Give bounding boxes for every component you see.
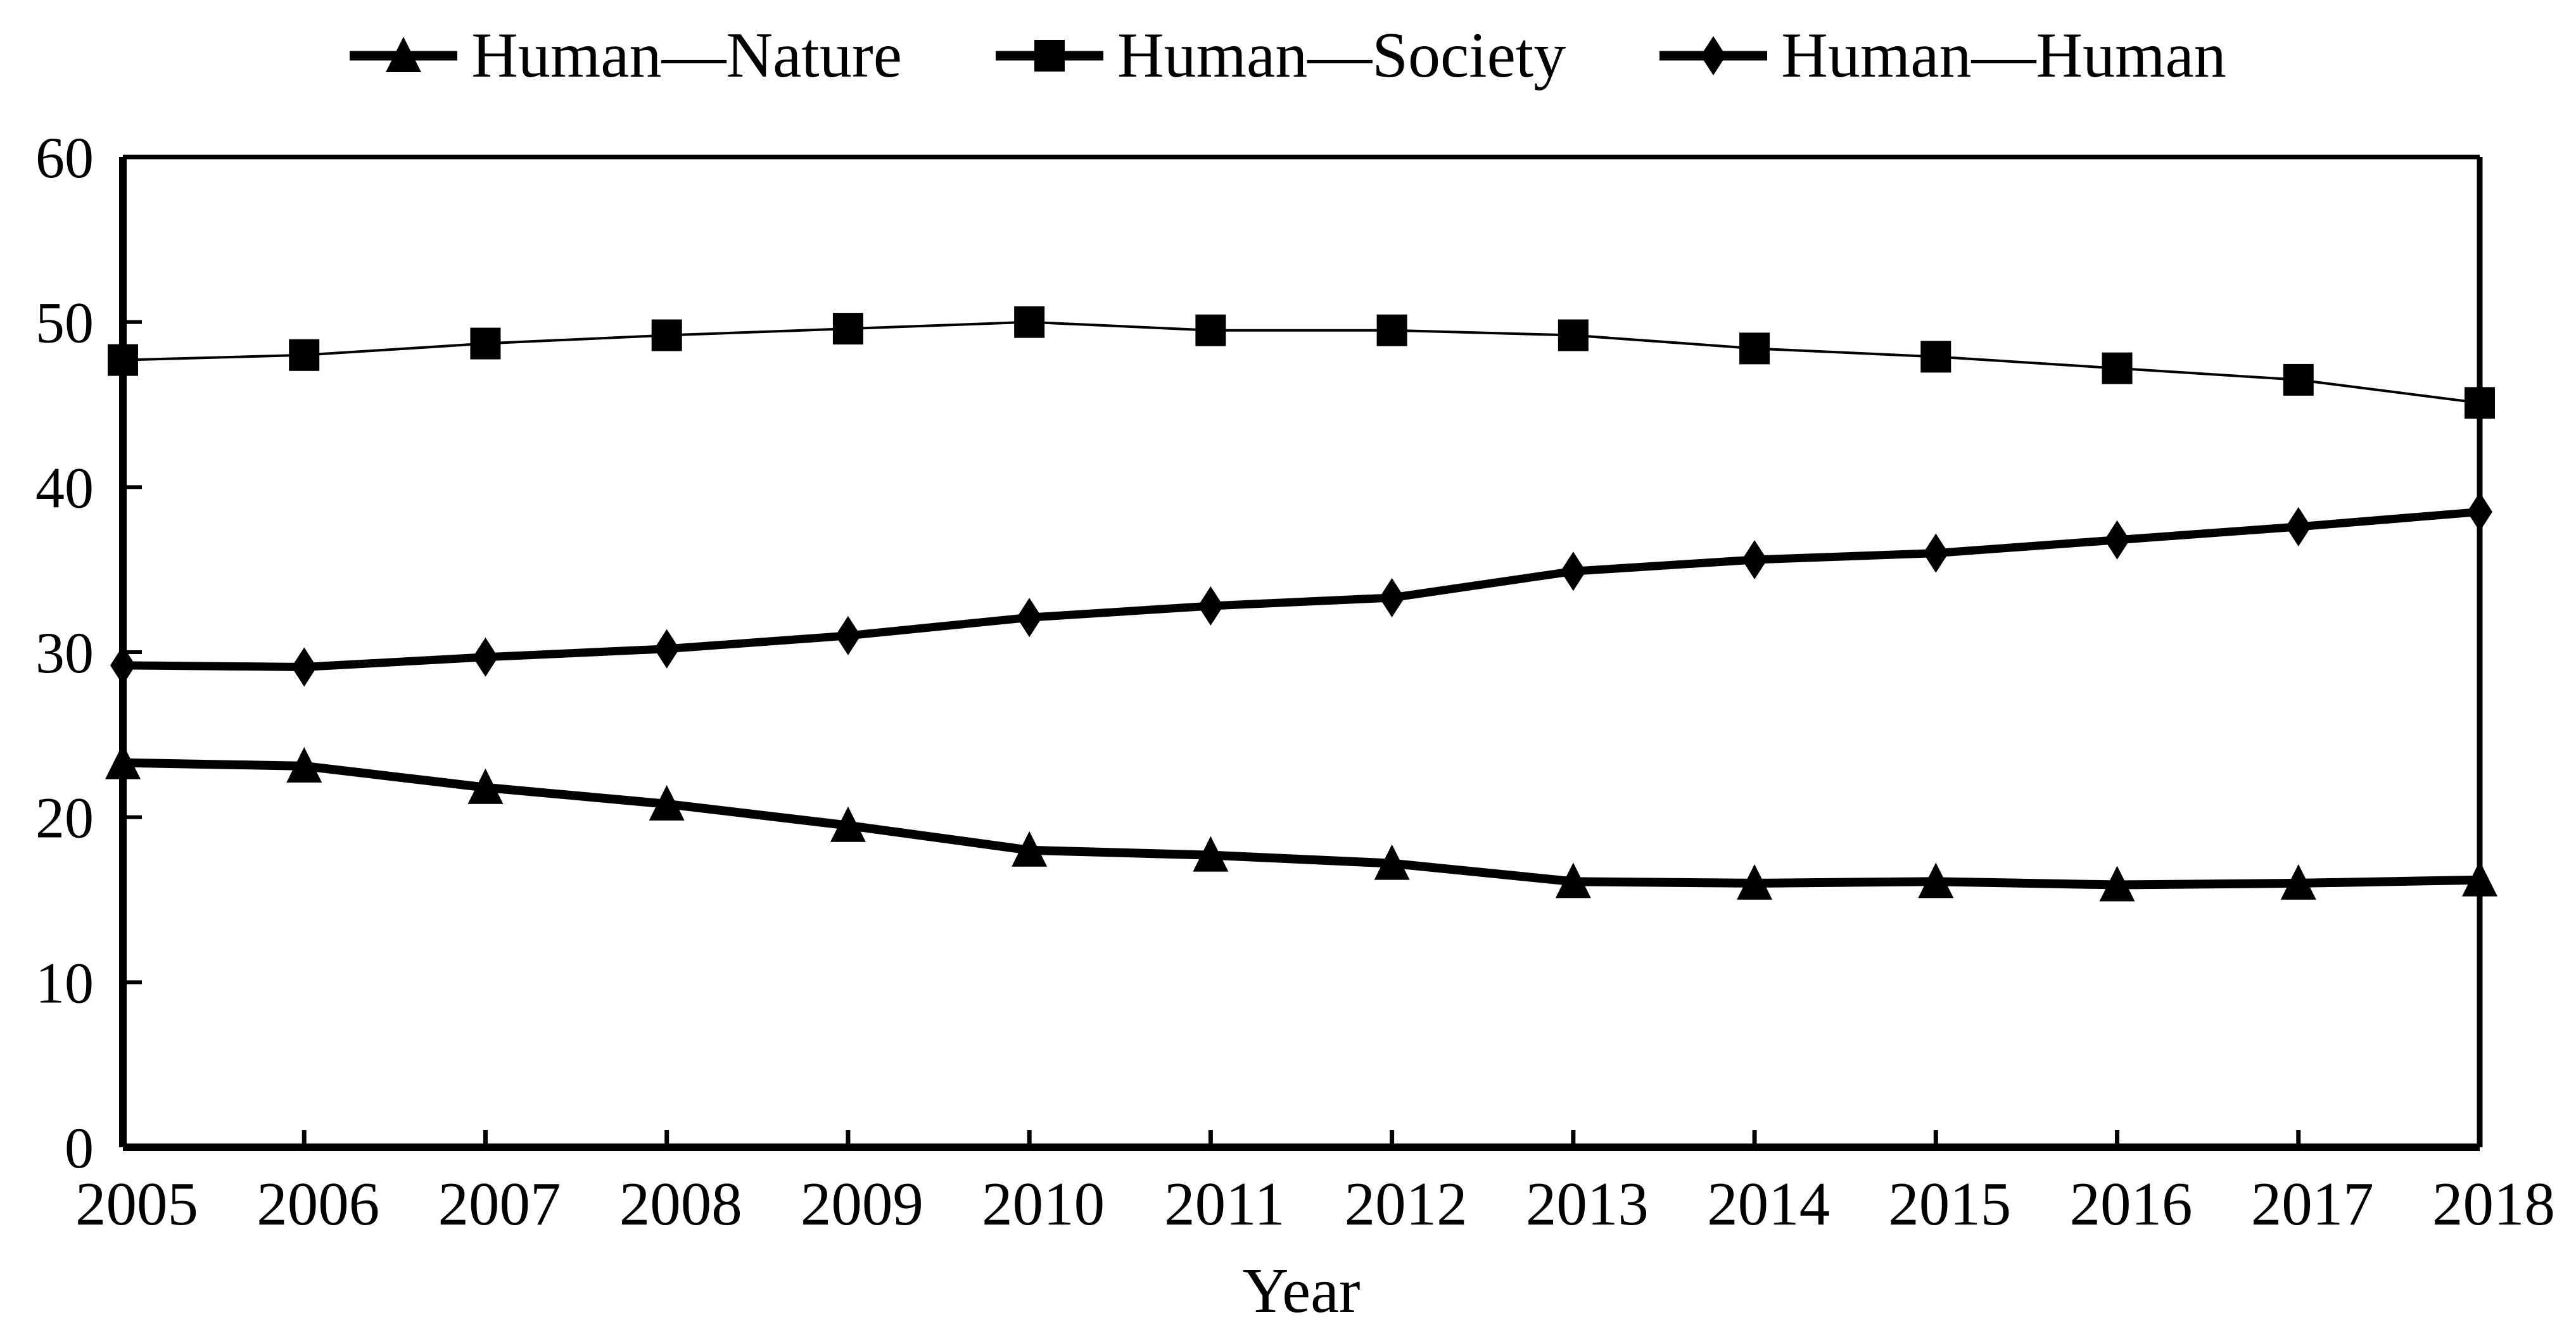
square-marker-human-society (2465, 387, 2495, 419)
series-line-human-society (122, 320, 2480, 405)
series-human-nature (105, 743, 2497, 902)
x-axis-tick-label: 2006 (257, 1170, 379, 1238)
series-line-human-nature (122, 758, 2480, 890)
legend-label-human-society: Human—Society (1117, 20, 1566, 91)
square-marker-legend (1034, 40, 1065, 72)
diamond-marker-human-human (1560, 551, 1586, 591)
diamond-marker-human-human (654, 629, 680, 669)
x-axis-tick-label: 2013 (1526, 1170, 1649, 1238)
diamond-marker-legend (1701, 36, 1727, 75)
triangle-marker-human-nature (649, 784, 685, 821)
triangle-marker-human-nature (1193, 836, 1229, 872)
legend-label-human-nature: Human—Nature (471, 20, 902, 91)
triangle-marker-legend (386, 37, 422, 72)
square-marker-human-society (1558, 319, 1589, 351)
series-human-human (110, 492, 2492, 687)
diamond-marker-human-human (1379, 577, 1405, 617)
diamond-marker-human-human (1017, 598, 1043, 638)
y-axis-tick-label: 50 (35, 291, 94, 355)
y-axis-tick-label: 40 (35, 455, 94, 520)
square-marker-human-society (1739, 332, 1770, 365)
x-axis-tick-label: 2015 (1888, 1170, 2011, 1238)
y-axis-tick-label: 20 (35, 786, 94, 850)
square-marker-human-society (1195, 314, 1226, 346)
triangle-marker-human-nature (105, 743, 141, 779)
diamond-marker-human-human (2285, 507, 2311, 546)
x-axis-tick-label: 2016 (2070, 1170, 2193, 1238)
square-marker-human-society (108, 344, 138, 376)
square-marker-human-society (1014, 306, 1045, 338)
legend-item-human-society: Human—Society (996, 20, 1566, 91)
triangle-marker-human-nature (2462, 860, 2497, 897)
triangle-marker-human-nature (1555, 862, 1591, 898)
legend-item-human-human: Human—Human (1659, 20, 2226, 91)
triangle-marker-human-nature (1737, 864, 1773, 900)
diamond-marker-human-human (110, 645, 136, 685)
diamond-marker-human-human (2104, 520, 2130, 560)
square-marker-human-society (2102, 352, 2133, 384)
y-axis-tick-label: 30 (35, 620, 94, 685)
diamond-marker-human-human (835, 615, 861, 655)
x-axis-tick-label: 2014 (1707, 1170, 1830, 1238)
square-marker-human-society (2283, 363, 2314, 396)
triangle-marker-human-nature (2280, 864, 2316, 900)
triangle-marker-human-nature (2099, 866, 2135, 902)
diamond-marker-human-human (2467, 492, 2492, 532)
diamond-marker-human-human (1742, 540, 1768, 580)
x-axis-tick-label: 2007 (438, 1170, 561, 1238)
legend-label-human-human: Human—Human (1781, 20, 2226, 91)
x-axis-tick-label: 2005 (75, 1170, 198, 1238)
square-marker-human-society (289, 339, 320, 371)
series-line-human-human (122, 507, 2480, 671)
triangle-marker-human-nature (1012, 831, 1048, 867)
square-marker-human-society (832, 313, 863, 345)
legend-diamond-icon (1659, 36, 1768, 75)
y-axis-tick-label: 60 (35, 125, 94, 190)
square-marker-human-society (1920, 341, 1951, 373)
legend-triangle-icon (350, 37, 458, 72)
square-marker-human-society (470, 327, 501, 360)
y-axis-tick-label: 0 (65, 1116, 94, 1180)
x-axis-tick-label: 2018 (2432, 1170, 2555, 1238)
x-axis-tick-label: 2012 (1345, 1170, 1468, 1238)
diamond-marker-human-human (1198, 586, 1224, 626)
diamond-marker-human-human (1923, 533, 1949, 573)
legend-item-human-nature: Human—Nature (350, 20, 902, 91)
triangle-marker-human-nature (467, 768, 504, 804)
triangle-marker-human-nature (1918, 862, 1954, 898)
x-axis-tick-label: 2011 (1164, 1170, 1285, 1238)
x-axis-tick-label: 2009 (801, 1170, 923, 1238)
x-axis-tick-label: 2017 (2251, 1170, 2374, 1238)
x-axis-title: Year (1242, 1255, 1361, 1326)
square-marker-human-society (1376, 314, 1407, 346)
triangle-marker-human-nature (830, 806, 866, 842)
x-axis-tick-label: 2008 (619, 1170, 742, 1238)
diamond-marker-human-human (291, 647, 317, 687)
series-human-society (108, 306, 2495, 419)
diamond-marker-human-human (473, 637, 498, 677)
triangle-marker-human-nature (286, 746, 322, 783)
y-axis-tick-label: 10 (35, 950, 94, 1015)
legend-square-icon (996, 40, 1103, 72)
square-marker-human-society (651, 319, 682, 351)
x-axis-tick-label: 2010 (982, 1170, 1105, 1238)
chart-legend: Human—Nature Human—Society Human—Human (0, 11, 2576, 100)
triangle-marker-human-nature (1374, 844, 1410, 880)
